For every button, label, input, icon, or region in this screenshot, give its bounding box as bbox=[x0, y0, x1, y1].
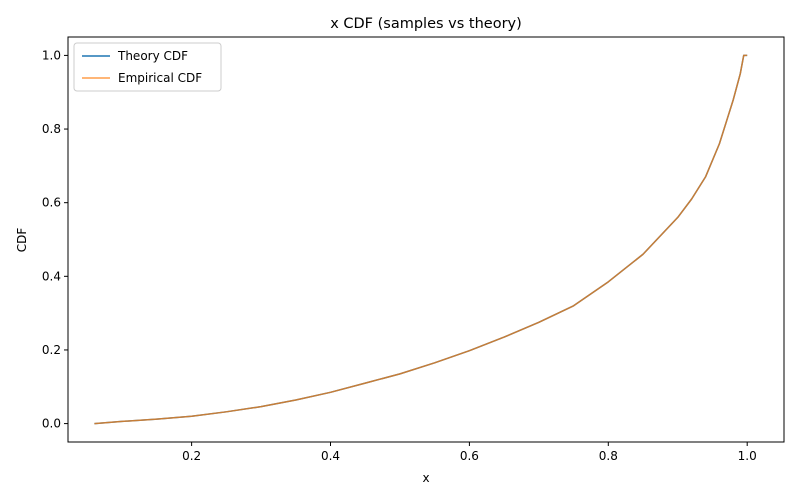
series-line-theory-cdf bbox=[94, 54, 748, 425]
x-axis-label: x bbox=[422, 471, 429, 485]
y-axis: 0.0 0.2 0.4 0.6 0.8 1.0 bbox=[42, 48, 68, 431]
y-tick-label: 1.0 bbox=[42, 48, 61, 62]
legend-box bbox=[73, 42, 222, 92]
axes-frame bbox=[67, 36, 785, 443]
legend: Theory CDF Empirical CDF bbox=[73, 42, 222, 92]
x-tick-label: 0.6 bbox=[460, 449, 479, 463]
x-tick-label: 0.4 bbox=[321, 449, 340, 463]
y-tick-label: 0.0 bbox=[42, 417, 61, 431]
x-axis: 0.2 0.4 0.6 0.8 1.0 bbox=[182, 442, 757, 463]
y-tick-label: 0.8 bbox=[42, 122, 61, 136]
legend-label: Theory CDF bbox=[117, 49, 188, 63]
y-axis-label: CDF bbox=[15, 228, 29, 253]
x-tick-label: 0.2 bbox=[182, 449, 201, 463]
y-tick-label: 0.2 bbox=[42, 343, 61, 357]
plot-area bbox=[94, 54, 748, 425]
legend-label: Empirical CDF bbox=[118, 71, 202, 85]
y-tick-label: 0.4 bbox=[42, 269, 61, 283]
series-line-empirical-cdf bbox=[94, 54, 748, 425]
y-tick-label: 0.6 bbox=[42, 196, 61, 210]
chart-title: x CDF (samples vs theory) bbox=[330, 16, 522, 32]
x-tick-label: 1.0 bbox=[738, 449, 757, 463]
x-tick-label: 0.8 bbox=[599, 449, 618, 463]
